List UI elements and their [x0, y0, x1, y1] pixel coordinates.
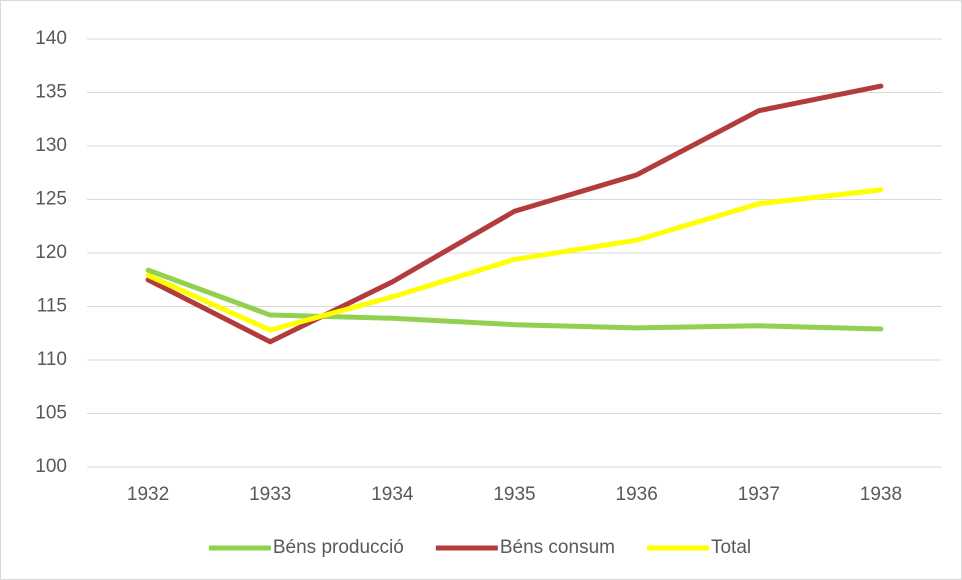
x-tick-label: 1935 — [493, 484, 535, 505]
legend-label: Béns producció — [273, 537, 404, 558]
y-tick-label: 105 — [35, 403, 67, 424]
series-line — [145, 187, 884, 333]
x-tick-label: 1934 — [371, 484, 414, 505]
series-line — [145, 83, 884, 345]
y-tick-label: 100 — [35, 456, 67, 477]
y-tick-label: 115 — [37, 296, 67, 317]
legend-label: Béns consum — [500, 537, 615, 558]
x-tick-label: 1937 — [738, 484, 780, 505]
y-tick-label: 120 — [35, 242, 67, 263]
y-tick-label: 135 — [35, 82, 67, 103]
x-tick-label: 1936 — [616, 484, 658, 505]
legend-label: Total — [711, 537, 751, 558]
y-tick-label: 140 — [35, 28, 67, 49]
x-tick-label: 1933 — [249, 484, 291, 505]
x-tick-label: 1938 — [860, 484, 902, 505]
series-line — [145, 267, 884, 332]
y-tick-label: 110 — [37, 349, 67, 370]
y-tick-label: 125 — [35, 189, 67, 210]
y-tick-label: 130 — [35, 135, 67, 156]
x-tick-label: 1932 — [127, 484, 169, 505]
